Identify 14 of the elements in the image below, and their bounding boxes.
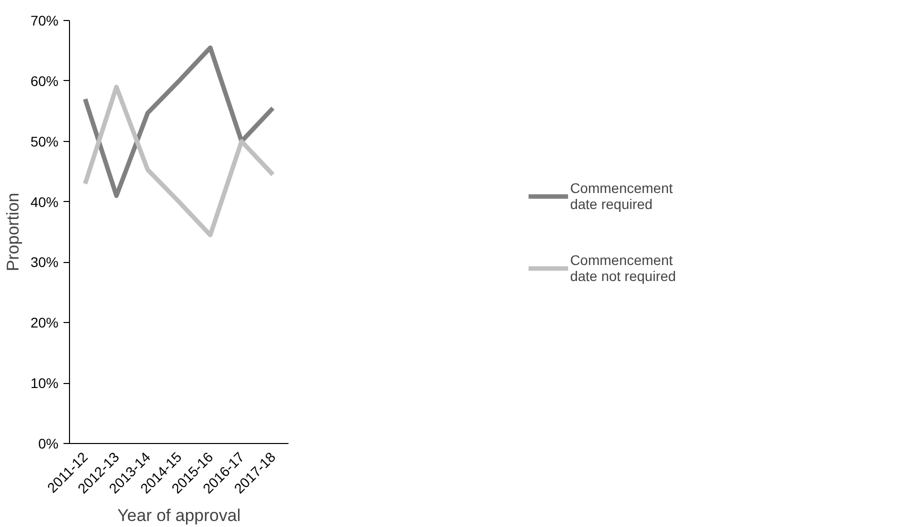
legend-label: Commencement date not required: [570, 252, 676, 284]
line-series: [82, 84, 276, 238]
line-series: [82, 45, 276, 198]
y-tick-label: 70%: [30, 12, 59, 28]
legend-label: Commencement date required: [570, 180, 673, 212]
y-tick-label: 0%: [38, 436, 58, 452]
y-tick-label: 50%: [30, 133, 59, 150]
y-axis-title: Proportion: [3, 192, 22, 272]
y-tick-label: 40%: [30, 194, 59, 210]
y-tick-label: 20%: [30, 314, 59, 331]
y-tick-label: 10%: [30, 375, 59, 392]
x-axis-title: Year of approval: [117, 506, 241, 525]
y-tick-label: 30%: [30, 254, 59, 270]
y-tick-label: 60%: [30, 72, 59, 89]
